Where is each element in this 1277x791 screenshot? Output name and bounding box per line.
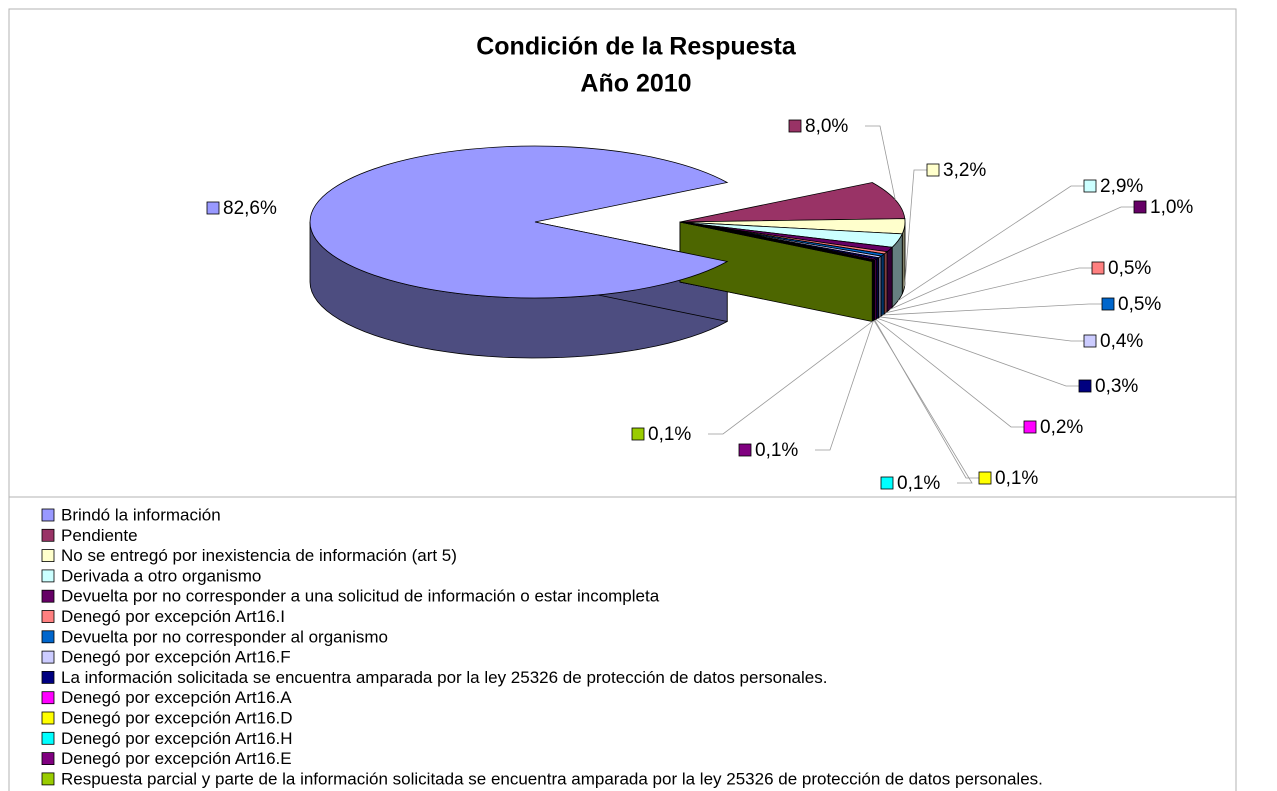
- legend-label: La información solicitada se encuentra a…: [61, 668, 827, 687]
- chart-subtitle: Año 2010: [580, 70, 691, 98]
- legend-swatch: [41, 610, 55, 623]
- label-swatch: [1078, 379, 1092, 393]
- legend-swatch: [41, 671, 55, 684]
- label-swatch: [978, 471, 992, 485]
- chart-title: Condición de la Respuesta: [476, 33, 797, 61]
- data-label: 3,2%: [943, 160, 986, 181]
- pie-slice: [679, 221, 875, 262]
- legend-swatch: [41, 630, 55, 644]
- data-label: 2,9%: [1100, 176, 1143, 197]
- data-label: 1,0%: [1150, 197, 1193, 218]
- data-label: 0,3%: [1095, 376, 1138, 397]
- legend-label: Derivada a otro organismo: [61, 566, 261, 585]
- legend-label: Denegó por excepción Art16.H: [61, 729, 293, 748]
- label-swatch: [1101, 297, 1115, 311]
- label-swatch: [1083, 334, 1097, 348]
- data-label: 0,2%: [1040, 417, 1083, 438]
- leader-line: [889, 206, 1136, 310]
- data-label: 0,1%: [995, 468, 1038, 489]
- leader-line: [815, 320, 874, 451]
- slice-side: [886, 246, 893, 313]
- leader-line: [865, 125, 896, 200]
- leader-line: [897, 185, 1086, 302]
- data-label: 0,5%: [1108, 258, 1151, 279]
- legend-swatch: [41, 731, 55, 745]
- legend-label: Denegó por excepción Art16.D: [61, 708, 293, 727]
- leader-line: [879, 316, 1086, 342]
- legend-swatch: [41, 650, 55, 664]
- label-swatch: [788, 119, 802, 133]
- label-swatch: [206, 201, 220, 215]
- legend-label: Brindó la información: [61, 505, 221, 524]
- data-label: 0,4%: [1100, 331, 1143, 352]
- label-swatch: [926, 163, 940, 177]
- label-swatch: [738, 443, 752, 457]
- pie-slice: [309, 145, 729, 299]
- leader-line: [885, 267, 1094, 314]
- label-swatch: [1091, 261, 1105, 275]
- legend-swatch: [41, 589, 55, 603]
- data-label: 0,1%: [897, 473, 940, 494]
- legend-label: No se entregó por inexistencia de inform…: [61, 546, 457, 565]
- leader-line: [877, 318, 1081, 387]
- slice-side: [880, 253, 885, 317]
- legend-swatch: [41, 528, 55, 542]
- legend-swatch: [41, 508, 55, 522]
- leader-line: [708, 320, 873, 435]
- legend-swatch: [41, 549, 55, 562]
- legend-label: Pendiente: [61, 526, 138, 545]
- leader-line: [882, 303, 1104, 316]
- data-label: 0,1%: [755, 440, 798, 461]
- legend-swatch: [41, 569, 55, 583]
- data-label: 0,1%: [648, 424, 691, 445]
- legend-swatch: [41, 752, 55, 765]
- label-swatch: [1083, 179, 1097, 193]
- label-swatch: [1133, 200, 1147, 214]
- legend-label: Devuelta por no corresponder al organism…: [61, 627, 388, 646]
- legend-swatch: [41, 691, 55, 705]
- legend-label: Denegó por excepción Art16.A: [61, 688, 292, 707]
- label-swatch: [1023, 420, 1037, 434]
- chart-border: [8, 8, 1237, 791]
- leader-line: [873, 320, 973, 484]
- leader-line: [875, 319, 1026, 428]
- slice-side: [883, 250, 888, 315]
- data-label: 0,5%: [1118, 294, 1161, 315]
- legend-label: Denegó por excepción Art16.F: [61, 648, 291, 667]
- label-swatch: [880, 476, 894, 490]
- legend-label: Denegó por excepción Art16.E: [61, 749, 292, 768]
- legend-label: Respuesta parcial y parte de la informac…: [61, 769, 1043, 788]
- data-label: 82,6%: [223, 198, 277, 219]
- legend-label: Denegó por excepción Art16.I: [61, 607, 285, 626]
- leader-line: [904, 169, 929, 287]
- label-swatch: [631, 427, 645, 441]
- legend-label: Devuelta por no corresponder a una solic…: [61, 587, 660, 606]
- data-label: 8,0%: [805, 116, 848, 137]
- legend-swatch: [41, 711, 55, 725]
- legend-swatch: [41, 772, 55, 786]
